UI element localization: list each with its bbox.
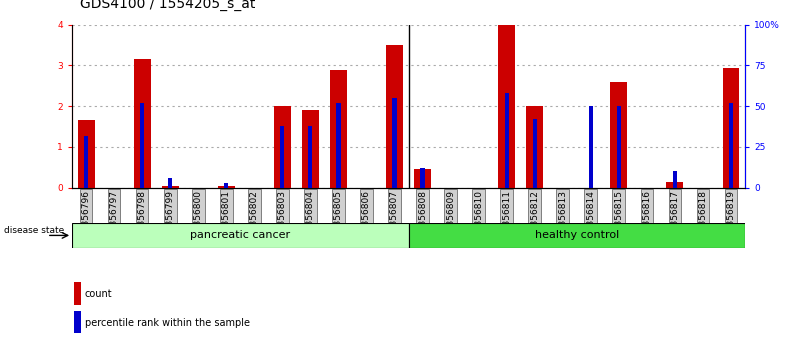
Bar (723, 68, 739, 188)
Bar (617, 106, 621, 188)
Bar (84, 136, 88, 188)
Bar (589, 106, 593, 188)
Bar (336, 103, 340, 188)
Bar (274, 106, 291, 188)
Bar (673, 171, 677, 188)
Bar (134, 59, 151, 188)
Bar (392, 98, 396, 188)
Bar (308, 126, 312, 188)
Text: disease state: disease state (4, 225, 64, 235)
Bar (74, 311, 82, 333)
Bar (498, 25, 515, 188)
Bar (162, 185, 179, 188)
Bar (74, 282, 82, 305)
Bar (533, 119, 537, 188)
Bar (421, 168, 425, 188)
Text: count: count (85, 289, 112, 299)
Text: percentile rank within the sample: percentile rank within the sample (85, 318, 250, 328)
Text: pancreatic cancer: pancreatic cancer (191, 230, 291, 240)
Bar (330, 70, 347, 188)
Bar (78, 120, 95, 188)
Bar (610, 82, 627, 188)
Bar (218, 185, 235, 188)
Bar (414, 169, 431, 188)
Bar (505, 93, 509, 188)
Bar (386, 45, 403, 188)
Bar (526, 106, 543, 188)
Bar (280, 126, 284, 188)
Bar (168, 178, 172, 188)
Bar (72, 223, 409, 248)
Bar (666, 182, 683, 188)
Bar (729, 103, 733, 188)
Bar (302, 110, 319, 188)
Bar (224, 183, 228, 188)
Bar (140, 103, 144, 188)
Text: GDS4100 / 1554205_s_at: GDS4100 / 1554205_s_at (80, 0, 256, 11)
Text: healthy control: healthy control (534, 230, 619, 240)
Bar (409, 223, 745, 248)
